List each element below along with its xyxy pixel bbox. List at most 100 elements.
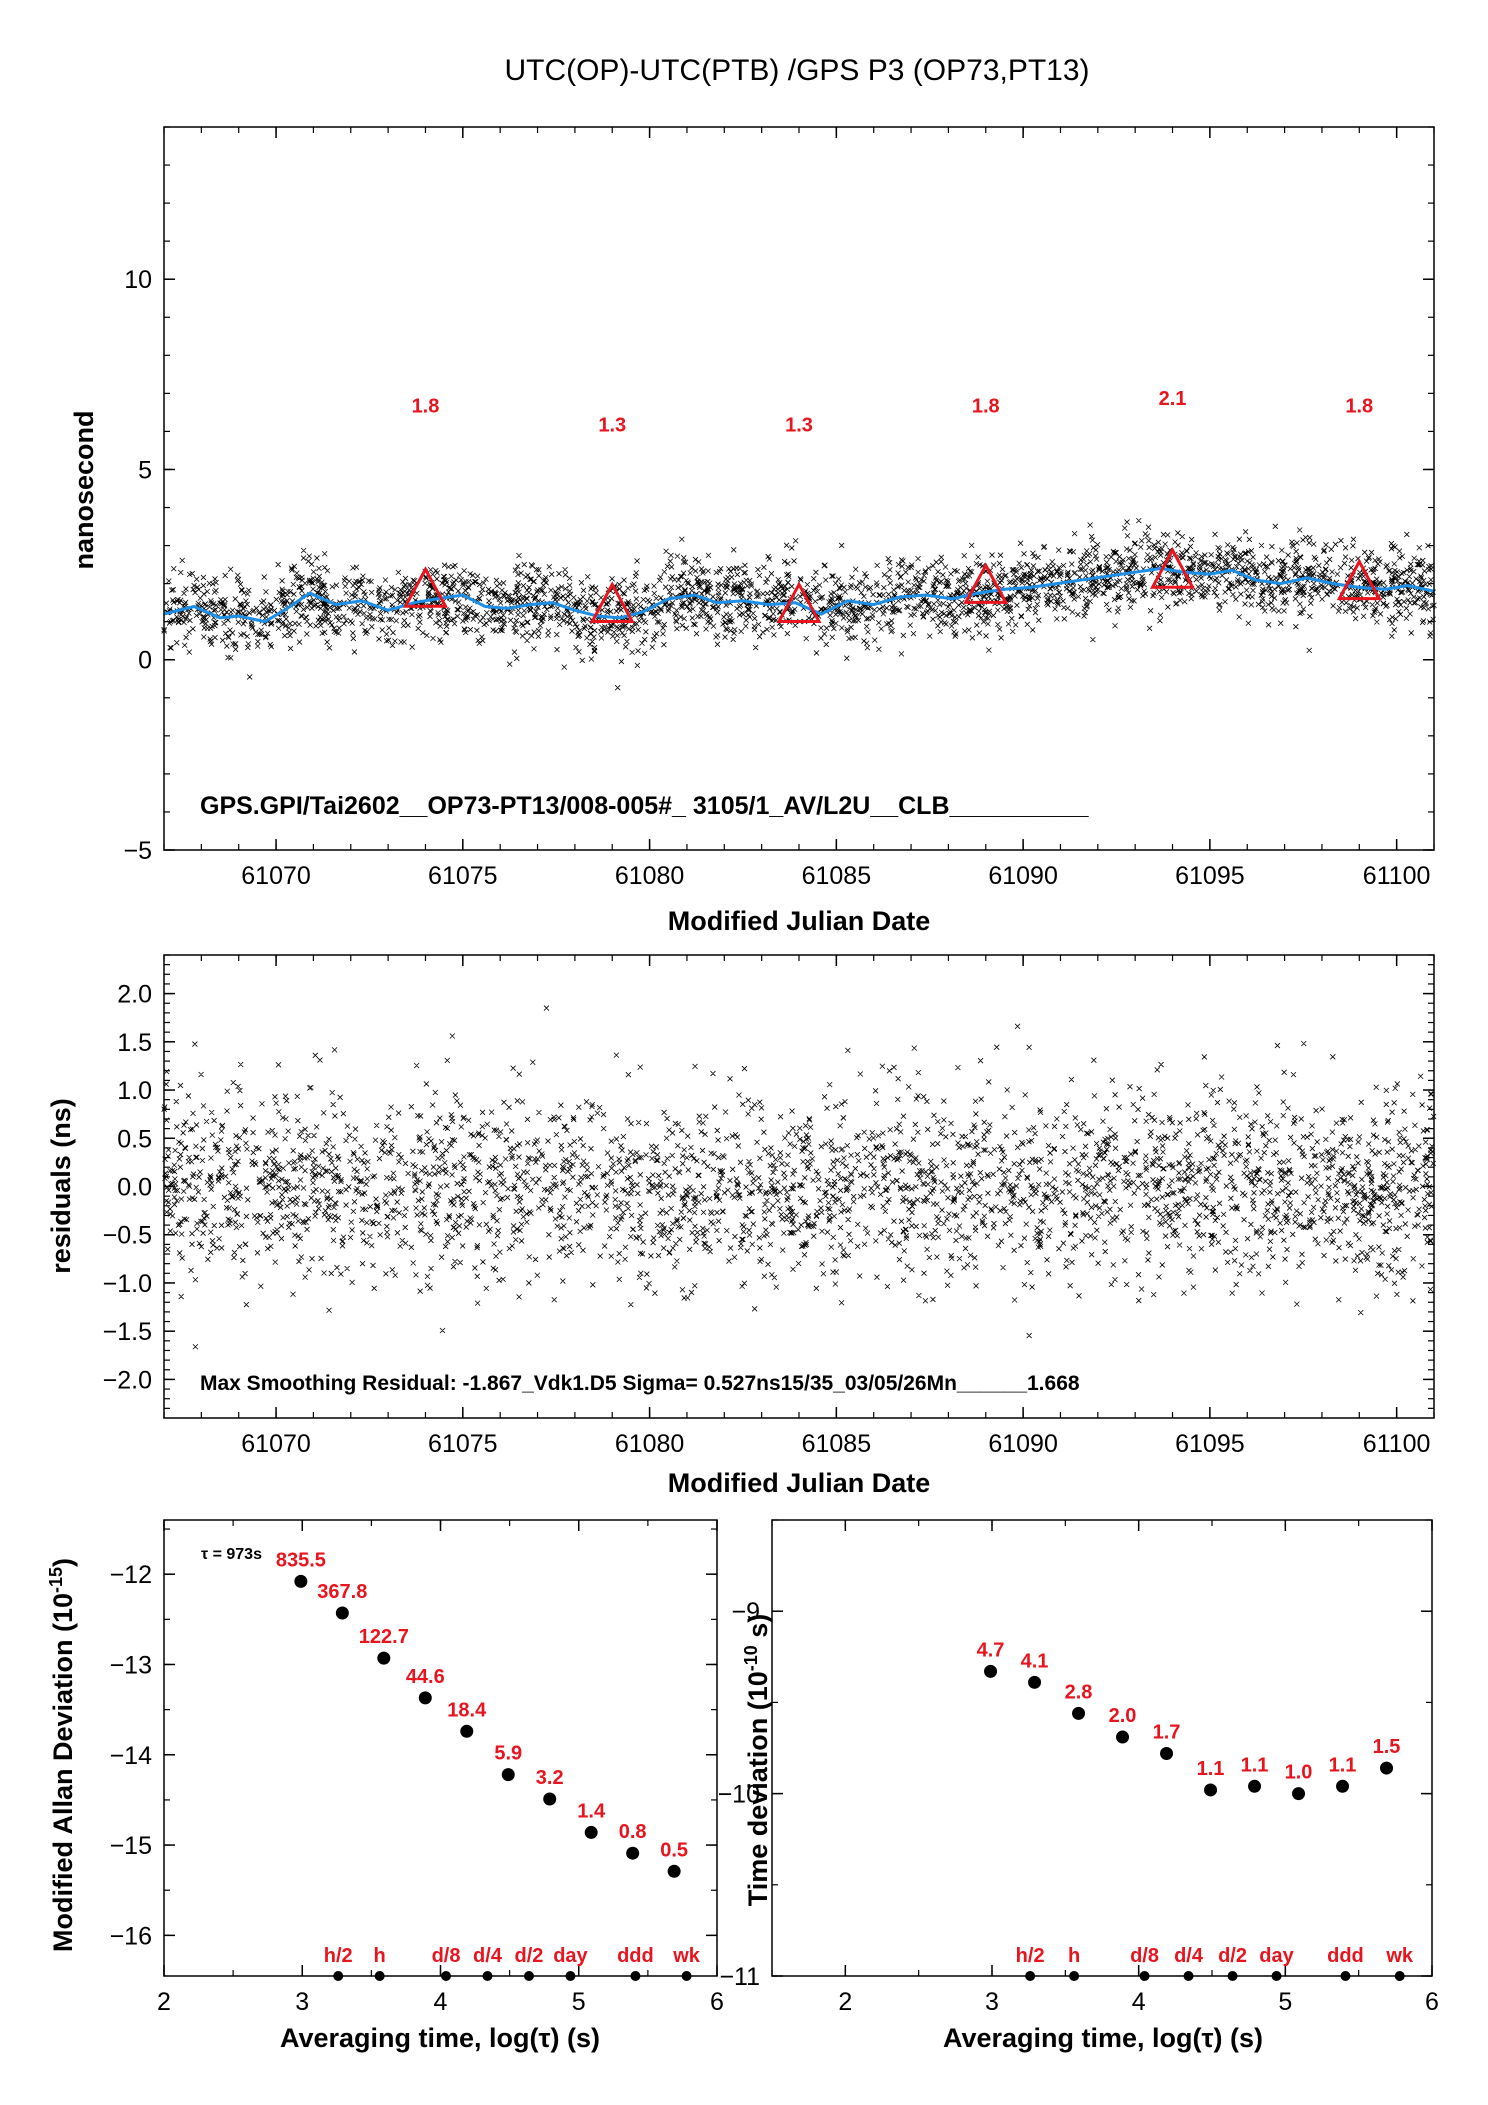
time-marker-label: day <box>1259 1945 1294 1967</box>
deviation-point <box>1072 1706 1086 1720</box>
tdev-xlabel: Averaging time, log(τ) (s) <box>943 2023 1263 2053</box>
y-tick-label: 0 <box>138 647 152 675</box>
y-tick-label: −1.0 <box>103 1270 152 1298</box>
x-tick-label: 61070 <box>241 1430 311 1458</box>
x-tick-label: 6 <box>710 1988 724 2016</box>
residuals-annotation: Max Smoothing Residual: -1.867_Vdk1.D5 S… <box>200 1372 1080 1395</box>
x-tick-label: 2 <box>838 1988 852 2016</box>
main-frame <box>163 126 1435 851</box>
mdev-frame <box>163 1519 718 1977</box>
main-annotation: GPS.GPI/Tai2602__OP73-PT13/008-005#_ 310… <box>200 792 1090 820</box>
deviation-point <box>418 1691 432 1705</box>
deviation-point <box>543 1792 557 1806</box>
time-marker-label: h <box>1068 1945 1080 1967</box>
triangle-marker <box>776 581 822 623</box>
time-marker-label: d/4 <box>1174 1945 1204 1967</box>
x-tick-label: 4 <box>1132 1988 1146 2016</box>
x-tick-label: 2 <box>157 1988 171 2016</box>
main-panel: 1.81.3 1.31.8 2.1 1.8 61070 61075 61080 61085 6… <box>69 126 1437 936</box>
y-tick-label: 0.0 <box>117 1174 152 1202</box>
y-tick-label: 2.0 <box>117 981 152 1009</box>
marker-label: 1.8 <box>412 395 440 417</box>
triangle-marker <box>963 562 1009 604</box>
deviation-point <box>460 1724 474 1738</box>
mdev-axes: 2 3 4 5 6 −16 −15 −14 −13 −12 <box>110 1520 724 2016</box>
tdev-ylabel-main: Time deviation (10 <box>743 1671 773 1906</box>
y-tick-label: −10 <box>718 1781 760 1809</box>
y-tick-label: −16 <box>110 1922 152 1950</box>
tdev-ylabel-exp: -10 <box>741 1645 761 1671</box>
x-tick-label: 3 <box>985 1988 999 2016</box>
deviation-point <box>1248 1779 1262 1793</box>
y-tick-label: 5 <box>138 456 152 484</box>
x-tick-label: 61085 <box>802 862 872 890</box>
mdev-time-markers: h/2 h d/8 d/4 d/2 day ddd wk <box>324 1945 701 1981</box>
deviation-point-label: 3.2 <box>536 1767 564 1789</box>
deviation-point <box>984 1664 998 1678</box>
y-tick-label: −12 <box>110 1561 152 1589</box>
tdev-points: 4.7 4.1 2.8 2.0 1.7 1.1 1.1 1.0 1.1 1.5 <box>977 1639 1401 1801</box>
mdev-ylabel-exp: -15 <box>46 1567 66 1593</box>
deviation-point <box>1204 1783 1218 1797</box>
residuals-scatter-points <box>161 1005 1437 1350</box>
residuals-scatter-cloud <box>161 1005 1437 1350</box>
y-tick-label: −0.5 <box>103 1222 152 1250</box>
deviation-point-label: 835.5 <box>276 1549 326 1571</box>
time-marker-label: h/2 <box>1016 1945 1045 1967</box>
deviation-point-label: 2.8 <box>1065 1681 1093 1703</box>
y-tick-label: −9 <box>731 1598 760 1626</box>
x-tick-label: 3 <box>295 1988 309 2016</box>
deviation-point-label: 4.1 <box>1021 1650 1049 1672</box>
x-tick-label: 6 <box>1425 1988 1439 2016</box>
x-tick-label: 61090 <box>988 1430 1058 1458</box>
time-marker-label: day <box>553 1945 588 1967</box>
x-tick-label: 61095 <box>1175 1430 1245 1458</box>
marker-label: 1.3 <box>785 414 813 436</box>
x-tick-label: 61100 <box>1363 862 1431 890</box>
mdev-panel: 2 3 4 5 6 −16 −15 −14 −13 −12 835.5 367.8 122.7 44.6… <box>46 1519 724 2053</box>
triangle-marker <box>1336 558 1382 601</box>
tdev-panel: 2 3 4 5 6 −11 −10 −9 4.7 4.1 2.8 2.0 1.7 1.1 1.1 1.0 1.… <box>718 1519 1439 2053</box>
triangle-marker <box>402 566 448 608</box>
time-marker-label: ddd <box>1327 1945 1364 1967</box>
deviation-point-label: 1.1 <box>1197 1758 1225 1780</box>
y-tick-label: −15 <box>110 1832 152 1860</box>
main-ylabel: nanosecond <box>69 410 99 569</box>
time-marker-label: wk <box>1385 1945 1414 1967</box>
x-tick-label: 61080 <box>615 1430 685 1458</box>
deviation-point <box>667 1864 681 1878</box>
marker-label: 1.8 <box>1345 395 1373 417</box>
deviation-point <box>1292 1787 1306 1801</box>
main-axes: 61070 61075 61080 61085 61090 61095 61100 −5 0 5 1… <box>123 126 1435 890</box>
deviation-point-label: 1.0 <box>1285 1762 1313 1784</box>
deviation-point-label: 1.7 <box>1153 1721 1181 1743</box>
deviation-point-label: 0.5 <box>660 1839 688 1861</box>
deviation-point <box>294 1574 308 1588</box>
time-marker-label: ddd <box>617 1945 654 1967</box>
deviation-point-label: 4.7 <box>977 1639 1005 1661</box>
time-marker-label: d/4 <box>473 1945 503 1967</box>
deviation-point-label: 1.5 <box>1373 1736 1401 1758</box>
deviation-point-label: 0.8 <box>619 1821 647 1843</box>
deviation-point-label: 367.8 <box>317 1581 367 1603</box>
y-tick-label: −1.5 <box>103 1318 152 1346</box>
smooth-curve <box>163 566 1435 624</box>
figure-title: UTC(OP)-UTC(PTB) /GPS P3 (OP73,PT13) <box>504 54 1089 87</box>
residuals-frame <box>163 954 1435 1419</box>
y-tick-label: −14 <box>110 1742 153 1770</box>
marker-label: 1.8 <box>972 395 1000 417</box>
deviation-point <box>584 1825 598 1839</box>
x-tick-label: 5 <box>572 1988 586 2016</box>
deviation-point <box>501 1768 515 1782</box>
y-tick-label: 10 <box>124 266 152 294</box>
y-tick-label: 1.0 <box>117 1077 152 1105</box>
x-tick-label: 61070 <box>241 862 311 890</box>
triangle-marker <box>589 581 635 623</box>
time-marker-label: d/2 <box>1218 1945 1247 1967</box>
deviation-point-label: 18.4 <box>447 1699 487 1721</box>
time-marker-label: d/8 <box>432 1945 461 1967</box>
triangle-marker <box>1150 547 1196 589</box>
deviation-point <box>1116 1730 1130 1744</box>
x-tick-label: 61100 <box>1363 1430 1431 1458</box>
x-tick-label: 61095 <box>1175 862 1245 890</box>
